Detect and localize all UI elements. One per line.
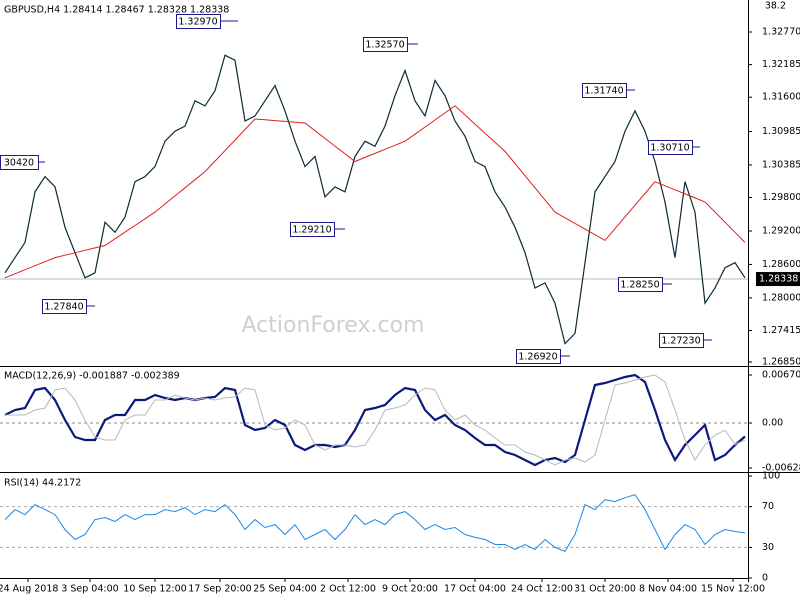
annotation-label: 1.29210 — [292, 225, 331, 236]
x-tick-label: 24 Aug 2018 — [0, 584, 58, 595]
y-tick-label: 0 — [762, 573, 768, 584]
corner-label: 38.2 — [765, 1, 786, 12]
price-header: GBPUSD,H4 1.28414 1.28467 1.28328 1.2833… — [4, 5, 229, 16]
annotation-box — [582, 83, 627, 98]
last-price-label: 1.28338 — [759, 274, 798, 285]
annotation-box — [648, 140, 693, 155]
annotation-label: 1.27230 — [661, 336, 700, 347]
annotation-box — [0, 155, 39, 170]
annotation-box — [176, 14, 221, 29]
x-tick-label: 15 Nov 12:00 — [701, 584, 765, 595]
y-tick-label: 1.26850 — [762, 356, 800, 367]
rsi-header: RSI(14) 44.2172 — [4, 478, 81, 489]
y-tick-label: 100 — [762, 471, 780, 482]
annotation-label: 1.31740 — [584, 86, 623, 97]
x-tick-label: 10 Sep 12:00 — [123, 584, 186, 595]
annotation-label: 1.27840 — [44, 302, 83, 313]
annotation-box — [363, 37, 408, 52]
annotation-box — [618, 277, 663, 292]
annotation-box — [516, 349, 561, 364]
y-tick-label: 1.29800 — [762, 192, 800, 203]
x-tick-label: 24 Oct 12:00 — [511, 584, 573, 595]
annotation-label: 1.28250 — [620, 280, 659, 291]
annotation-box — [659, 333, 704, 348]
annotation-label: 1.32970 — [178, 17, 217, 28]
series-line — [4, 373, 746, 467]
y-tick-label: 1.30385 — [762, 159, 800, 170]
y-tick-label: 1.31600 — [762, 92, 800, 103]
series-line — [5, 374, 746, 466]
y-tick-label: 1.28000 — [762, 292, 800, 303]
series-line — [4, 105, 746, 279]
x-tick-label: 8 Nov 04:00 — [639, 584, 697, 595]
y-tick-label: 1.28600 — [762, 259, 800, 270]
y-tick-label: 1.32185 — [762, 59, 800, 70]
annotation-box — [42, 299, 87, 314]
y-tick-label: 1.29200 — [762, 225, 800, 236]
y-tick-label: 30 — [762, 542, 774, 553]
x-tick-label: 31 Oct 20:00 — [574, 584, 636, 595]
macd-header: MACD(12,26,9) -0.001887 -0.002389 — [4, 371, 180, 382]
annotation-label: 30420 — [4, 158, 34, 169]
annotation-label: 1.32570 — [365, 40, 404, 51]
y-tick-label: 0.00 — [762, 418, 783, 429]
x-tick-label: 2 Oct 12:00 — [320, 584, 376, 595]
x-tick-label: 17 Oct 04:00 — [444, 584, 506, 595]
series-line — [4, 54, 746, 345]
x-tick-label: 3 Sep 04:00 — [61, 584, 118, 595]
y-tick-label: 0.006706 — [762, 370, 800, 381]
series-line — [4, 494, 746, 553]
x-tick-label: 17 Sep 20:00 — [188, 584, 251, 595]
x-tick-label: 9 Oct 20:00 — [382, 584, 438, 595]
y-tick-label: 1.27415 — [762, 325, 800, 336]
y-tick-label: -0.00628 — [762, 462, 800, 473]
y-tick-label: 1.32770 — [762, 26, 800, 37]
annotation-box — [290, 222, 335, 237]
annotation-label: 1.26920 — [518, 352, 557, 363]
last-price-box — [756, 272, 800, 287]
watermark: ActionForex.com — [242, 313, 425, 338]
annotation-label: 1.30710 — [650, 143, 689, 154]
y-tick-label: 1.30985 — [762, 126, 800, 137]
y-tick-label: 70 — [762, 501, 774, 512]
x-tick-label: 25 Sep 04:00 — [253, 584, 316, 595]
